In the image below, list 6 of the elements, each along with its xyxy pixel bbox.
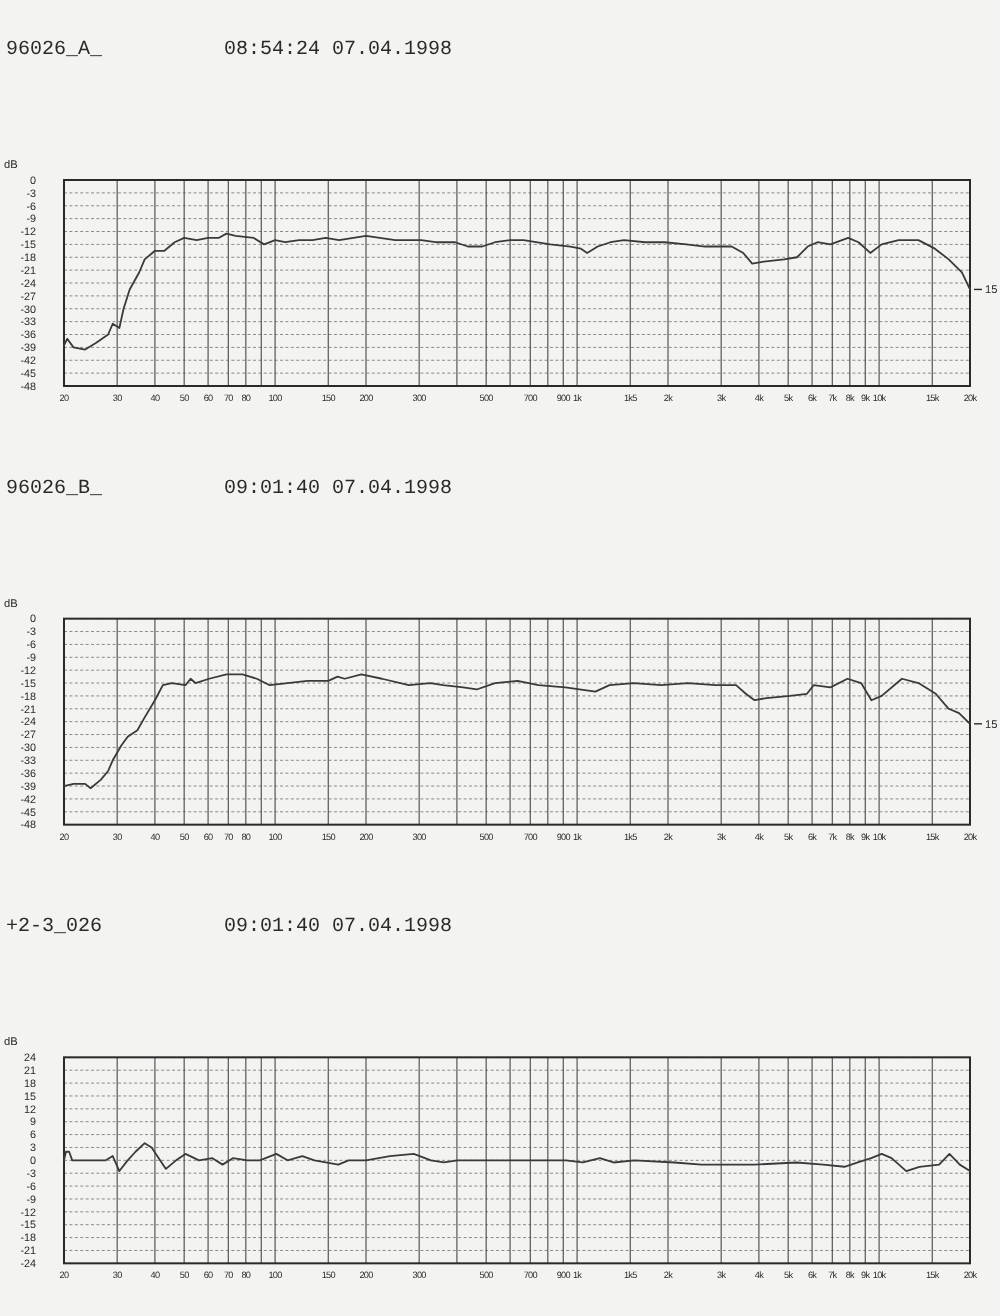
chart-title: 96026_B_ (6, 478, 105, 501)
chart-title: +2-3_026 (6, 917, 103, 940)
chart-title: 96026_A_ (6, 40, 105, 62)
chart-subtitle: 09:01:40 07.04.1998 (224, 478, 453, 501)
chart-subtitle: 08:54:24 07.04.1998 (224, 40, 453, 62)
chart-subtitle: 09:01:40 07.04.1998 (224, 917, 453, 940)
